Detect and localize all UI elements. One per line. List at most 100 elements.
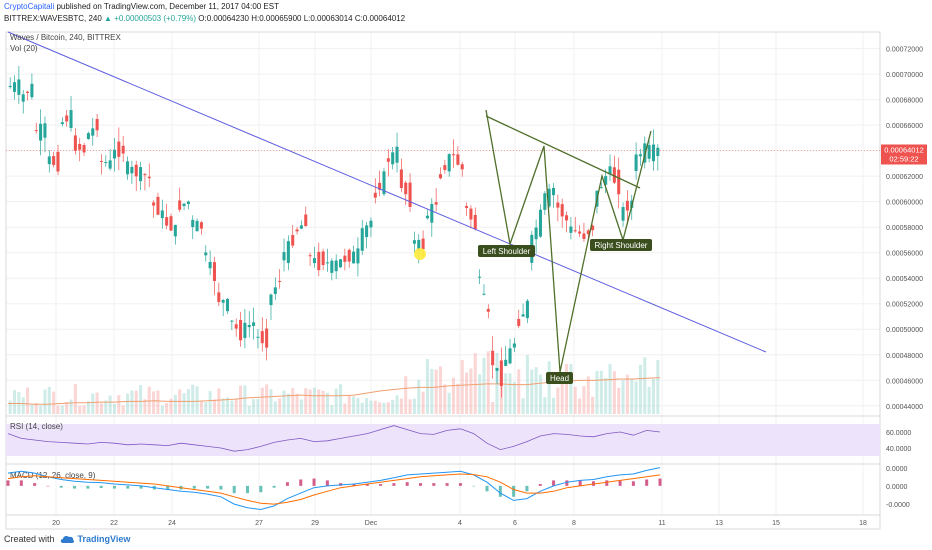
candle-body [547, 188, 551, 207]
candle-body [225, 298, 230, 312]
candle-body [156, 196, 160, 215]
label-left-shoulder-text: Left Shoulder [483, 247, 531, 256]
volume-bar [365, 398, 369, 414]
candle-body [647, 145, 651, 159]
candle-body [121, 145, 125, 154]
price-tick-label: 0.00070000 [886, 72, 923, 79]
rsi-axis: 60.0000 40.0000 [886, 430, 911, 453]
candle-body [469, 208, 473, 220]
volume-bar [378, 402, 382, 414]
volume-bar [473, 353, 477, 414]
candle-body [517, 318, 521, 326]
candle-body [295, 229, 299, 232]
candle-body [538, 209, 542, 237]
volume-bar [217, 388, 221, 414]
volume-bar [438, 366, 443, 414]
descending-trendline[interactable] [7, 31, 767, 353]
volume-bar [182, 393, 186, 414]
tradingview-logo[interactable]: TradingView [59, 534, 130, 544]
candle-body [230, 320, 234, 322]
candle-body [473, 214, 477, 230]
volume-bar [265, 384, 269, 414]
price-tick-label: 0.00062000 [886, 174, 923, 181]
macd-histogram-bar [112, 485, 116, 489]
time-tick-label: 15 [772, 520, 780, 527]
volume-bar [604, 378, 608, 414]
candle-body [499, 360, 503, 386]
candle-body [147, 176, 151, 179]
price-tick-label: 0.00052000 [886, 302, 923, 309]
volume-bar [621, 380, 625, 414]
macd-histogram-bar [578, 480, 582, 486]
candle-body [152, 202, 156, 206]
candles [8, 66, 660, 398]
candle-body [343, 255, 347, 262]
highlight-marker [414, 248, 426, 260]
candle-body [612, 167, 616, 183]
macd-histogram-bar [6, 480, 10, 486]
candle-body [625, 200, 629, 211]
candle-body [186, 201, 190, 205]
volume-bar [308, 389, 312, 414]
volume-bar [443, 384, 447, 414]
volume-bar [612, 371, 616, 414]
macd-line [7, 467, 661, 511]
macd-histogram-bar [312, 478, 316, 486]
volume-bar [212, 399, 216, 414]
price-pane[interactable] [5, 31, 881, 417]
candle-body [486, 308, 490, 312]
candle-body [139, 167, 143, 182]
price-axis[interactable]: 0.00072000 0.00070000 0.00068000 0.00066000… [886, 47, 923, 411]
candle-body [173, 224, 177, 237]
macd-histogram-bar [512, 485, 516, 497]
macd-histogram-bar [59, 485, 63, 488]
volume-bar [278, 398, 282, 414]
macd-histogram-bar [272, 485, 276, 488]
time-axis[interactable] [5, 514, 881, 530]
candle-body [512, 343, 516, 348]
macd-pane[interactable] [5, 463, 881, 516]
price-tick-label: 0.00054000 [886, 276, 923, 283]
macd-histogram-bar [232, 485, 236, 494]
volume-bar [247, 405, 251, 414]
volume-bar [482, 357, 486, 414]
macd-histogram-bar [472, 485, 476, 487]
volume-bar [512, 381, 516, 414]
candle-body [360, 228, 364, 251]
price-tick-label: 0.00060000 [886, 200, 923, 207]
candle-body [160, 210, 164, 219]
volume-bar [386, 402, 390, 414]
candle-body [99, 160, 103, 162]
volume-bar [391, 399, 395, 414]
volume-bar [43, 389, 47, 414]
time-tick-label: 11 [658, 520, 665, 527]
macd-histogram-bar [658, 478, 662, 486]
volume-bar [325, 392, 330, 414]
candle-body [321, 251, 325, 266]
candle-body [569, 226, 573, 233]
volume-bar [356, 397, 360, 414]
volume-bar [617, 387, 621, 414]
rsi-band [6, 424, 880, 456]
candle-body [617, 169, 621, 195]
volume-bar [352, 396, 356, 414]
label-right-shoulder: Right Shoulder [590, 239, 652, 251]
time-tick-label: 13 [715, 520, 723, 527]
macd-histogram-bar [206, 485, 210, 489]
volume-bar [317, 389, 321, 414]
candle-body [395, 146, 399, 163]
author-link[interactable]: CryptoCapitali [4, 2, 55, 11]
candle-body [208, 261, 212, 269]
volume-bar [560, 381, 564, 414]
volume-bar [469, 368, 473, 414]
candle-body [252, 322, 256, 326]
candle-body [278, 280, 282, 282]
volume-bar [147, 386, 151, 414]
volume-bar [412, 398, 416, 414]
volume-bar [143, 399, 147, 414]
macd-histogram-bar [99, 485, 103, 489]
volume-bar [104, 400, 108, 414]
macd-histogram-bar [552, 480, 556, 486]
price-tick-label: 0.00046000 [886, 378, 923, 385]
